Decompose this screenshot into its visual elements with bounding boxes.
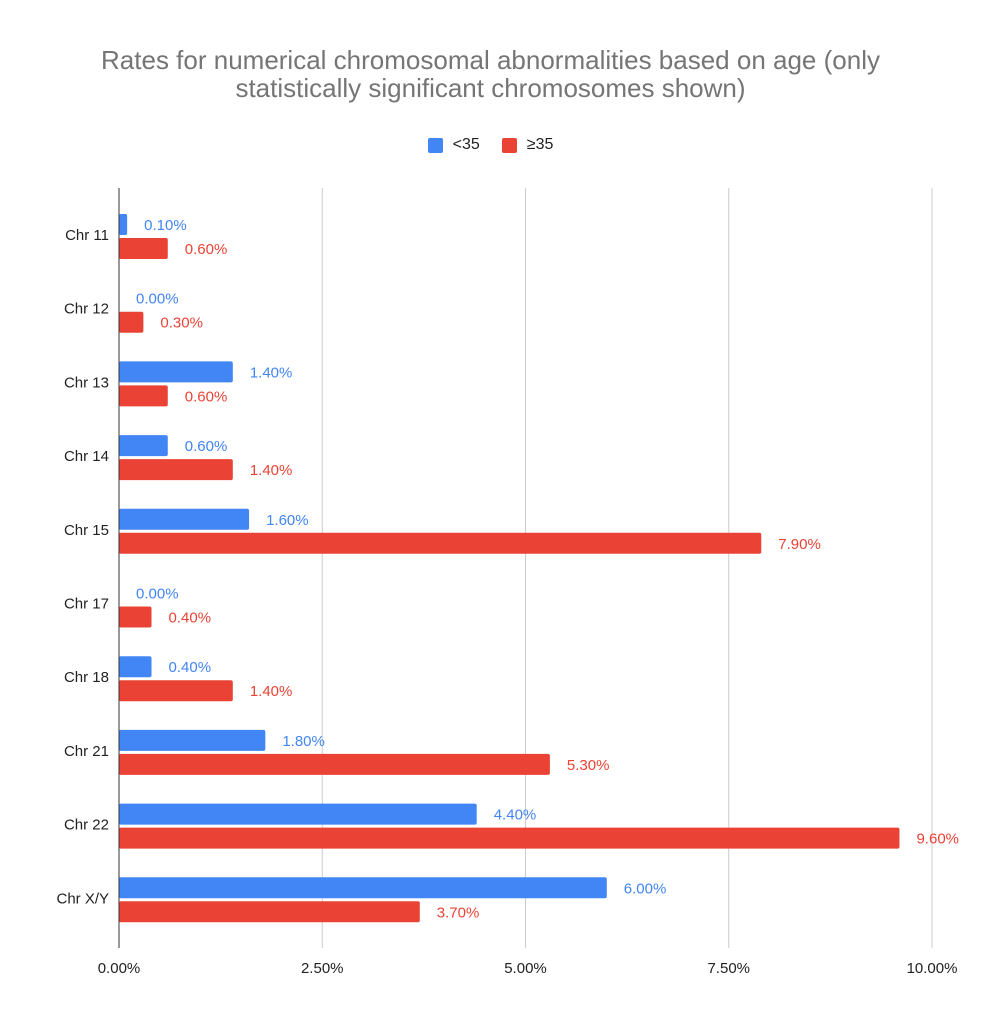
data-label: 0.40% xyxy=(169,659,212,676)
data-label: 0.10% xyxy=(144,217,187,234)
bar xyxy=(119,803,477,825)
data-label: 0.60% xyxy=(185,438,228,455)
category-label: Chr 18 xyxy=(64,669,109,686)
category-label: Chr 22 xyxy=(64,817,109,834)
x-tick-label: 10.00% xyxy=(907,960,958,977)
bar xyxy=(119,361,233,383)
category-label: Chr 14 xyxy=(64,448,109,465)
bar xyxy=(119,680,233,702)
bar xyxy=(119,532,762,554)
data-label: 1.60% xyxy=(266,512,309,529)
data-label: 0.60% xyxy=(185,241,228,258)
bar xyxy=(119,729,266,751)
legend-item-under-35: <35 xyxy=(427,136,480,154)
data-label: 0.00% xyxy=(136,291,179,308)
bar xyxy=(119,877,607,899)
bar xyxy=(119,901,420,923)
data-label: 1.40% xyxy=(250,683,293,700)
legend-item-35-plus: ≥35 xyxy=(501,136,554,154)
data-label: 1.80% xyxy=(282,733,325,750)
legend-label-under-35: <35 xyxy=(452,136,480,153)
x-tick-label: 2.50% xyxy=(301,960,344,977)
bar xyxy=(119,435,168,457)
category-label: Chr X/Y xyxy=(56,890,109,907)
data-label: 9.60% xyxy=(916,831,959,848)
bar xyxy=(119,606,152,628)
legend-swatch-under-35 xyxy=(427,137,443,153)
category-label: Chr 13 xyxy=(64,374,109,391)
category-label: Chr 17 xyxy=(64,596,109,613)
data-label: 0.00% xyxy=(136,586,179,603)
data-label: 1.40% xyxy=(250,364,293,381)
x-tick-label: 0.00% xyxy=(98,960,141,977)
data-label: 0.60% xyxy=(185,388,228,405)
category-label: Chr 21 xyxy=(64,743,109,760)
legend-swatch-35-plus xyxy=(501,137,517,153)
data-label: 1.40% xyxy=(250,462,293,479)
data-label: 3.70% xyxy=(437,904,480,921)
bar xyxy=(119,311,144,333)
bar xyxy=(119,238,168,259)
bar xyxy=(119,214,128,235)
bar xyxy=(119,753,550,775)
x-tick-label: 5.00% xyxy=(504,960,547,977)
legend-label-35-plus: ≥35 xyxy=(526,136,554,153)
chart-title: Rates for numerical chromosomal abnormal… xyxy=(101,45,880,103)
bar xyxy=(119,656,152,678)
data-label: 5.30% xyxy=(567,757,610,774)
bar xyxy=(119,827,900,849)
data-label: 4.40% xyxy=(494,807,537,824)
data-label: 0.40% xyxy=(169,610,212,627)
bar xyxy=(119,459,233,481)
category-label: Chr 11 xyxy=(65,227,109,244)
x-tick-label: 7.50% xyxy=(707,960,750,977)
data-label: 6.00% xyxy=(624,880,667,897)
category-label: Chr 15 xyxy=(64,522,109,539)
data-label: 0.30% xyxy=(160,315,203,332)
legend: <35 ≥35 xyxy=(0,136,981,154)
data-label: 7.90% xyxy=(778,536,821,553)
bar xyxy=(119,508,250,530)
bar xyxy=(119,385,168,407)
category-label: Chr 12 xyxy=(64,301,109,318)
